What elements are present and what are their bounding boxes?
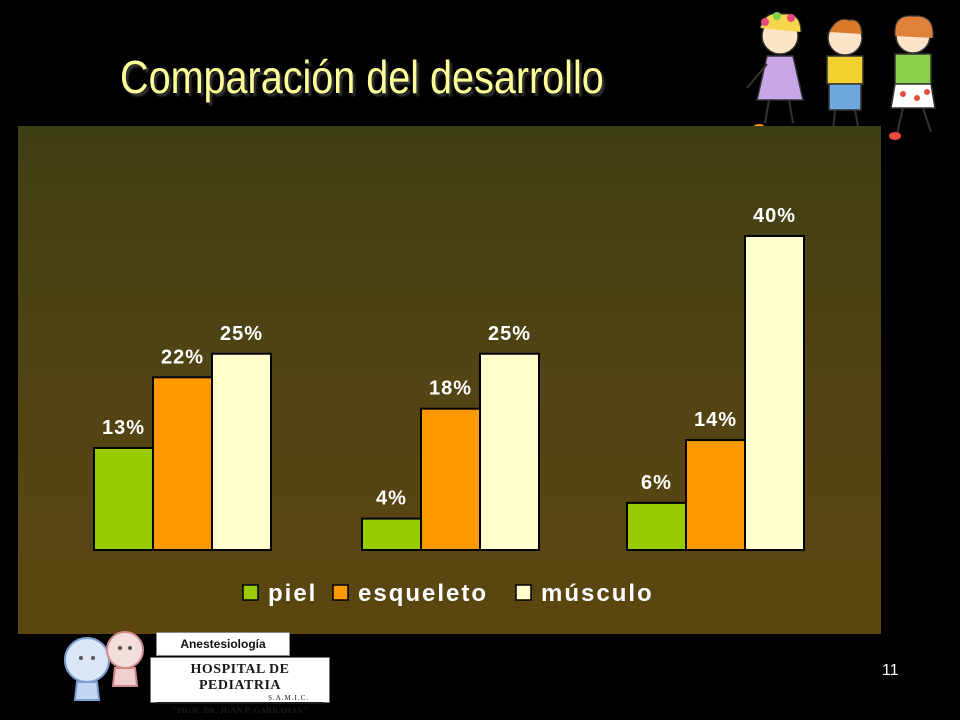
slide-title: Comparación del desarrollo <box>120 51 604 103</box>
data-label-piel-1: 13% <box>102 417 145 439</box>
bar-esqueleto-3 <box>685 439 746 552</box>
hospital-director: "PROF. DR. JUAN P. GARRAHAN" <box>157 702 323 715</box>
bar-esqueleto-1 <box>152 376 213 551</box>
legend-swatch-músculo <box>515 584 532 601</box>
bar-chart: 13% 4% 6% 22% 18% 14% 25% 25% 40% piel esqueleto m… <box>18 126 881 634</box>
legend-swatch-piel <box>242 584 259 601</box>
data-label-esqueleto-1: 22% <box>161 346 204 368</box>
children-clipart-icon <box>746 12 936 140</box>
bar-músculo-3 <box>744 235 805 551</box>
chart-panel: 13% 4% 6% 22% 18% 14% 25% 25% 40% piel esqueleto m… <box>18 126 881 634</box>
data-label-músculo-3: 40% <box>753 205 796 227</box>
hospital-subtitle: S.A.M.I.C. <box>268 694 309 702</box>
children-logo-icon <box>64 631 144 701</box>
legend-label-músculo: músculo <box>541 580 654 607</box>
legend-label-piel: piel <box>268 580 317 607</box>
legend-label-esqueleto: esqueleto <box>358 580 488 607</box>
hospital-logo: HOSPITAL DE PEDIATRIA S.A.M.I.C. "PROF. … <box>150 657 330 715</box>
data-label-piel-3: 6% <box>641 472 672 494</box>
bar-esqueleto-2 <box>420 407 481 552</box>
bar-piel-1 <box>93 446 154 552</box>
data-label-piel-2: 4% <box>376 488 407 510</box>
data-label-músculo-2: 25% <box>488 323 531 345</box>
department-label: Anestesiología <box>156 632 290 656</box>
page-number: 11 <box>882 662 899 679</box>
bar-piel-2 <box>361 517 422 552</box>
hospital-name: HOSPITAL DE PEDIATRIA <box>190 662 290 693</box>
legend-swatch-esqueleto <box>332 584 349 601</box>
bar-piel-3 <box>626 501 687 551</box>
bar-músculo-2 <box>479 352 540 551</box>
bar-músculo-1 <box>211 352 272 551</box>
data-label-esqueleto-2: 18% <box>429 378 472 400</box>
data-label-músculo-1: 25% <box>220 323 263 345</box>
data-label-esqueleto-3: 14% <box>694 409 737 431</box>
